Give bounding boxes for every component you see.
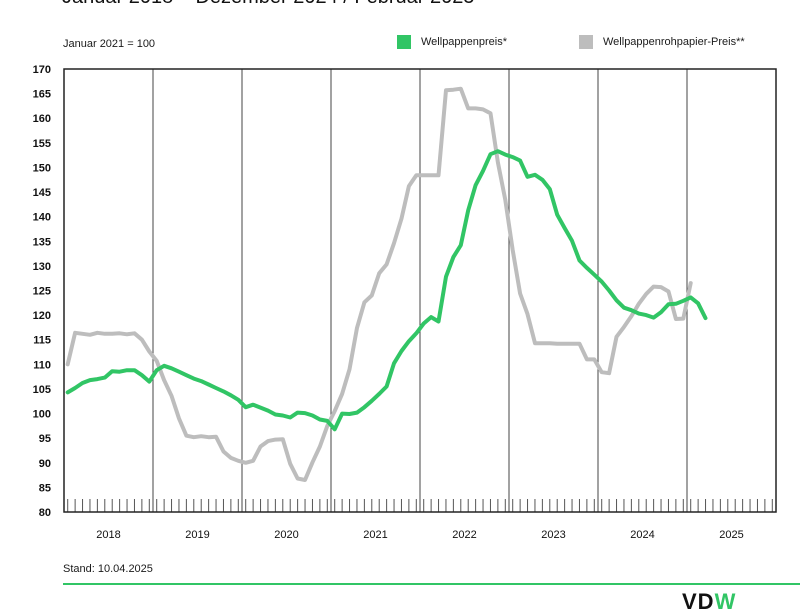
- chart-title: Januar 2018 – Dezember 2024 / Februar 20…: [62, 0, 475, 9]
- y-tick-label: 100: [33, 409, 51, 421]
- y-tick-label: 170: [33, 64, 51, 76]
- y-tick-label: 135: [33, 236, 51, 248]
- y-tick-label: 125: [33, 286, 51, 298]
- y-tick-label: 130: [33, 261, 51, 273]
- y-tick-label: 155: [33, 138, 51, 150]
- y-tick-label: 165: [33, 89, 51, 101]
- y-tick-label: 145: [33, 187, 51, 199]
- x-tick-label: 2021: [363, 529, 387, 541]
- x-tick-label: 2023: [541, 529, 565, 541]
- index-base-note: Januar 2021 = 100: [63, 38, 156, 50]
- footer-divider: [63, 583, 800, 585]
- y-tick-label: 105: [33, 384, 51, 396]
- legend-label: Wellpappenpreis*: [421, 36, 508, 48]
- x-tick-label: 2025: [719, 529, 743, 541]
- plot-frame: [63, 68, 777, 513]
- series-line-rohpapier-preis: [65, 86, 693, 482]
- x-tick-label: 2022: [452, 529, 476, 541]
- legend-label: Wellpappenrohpapier-Preis**: [603, 36, 745, 48]
- series-line-wellpappenpreis: [65, 149, 708, 432]
- y-tick-label: 160: [33, 113, 51, 125]
- vdw-logo: VDW: [682, 589, 737, 614]
- x-tick-label: 2024: [630, 529, 654, 541]
- y-tick-label: 120: [33, 310, 51, 322]
- y-tick-label: 110: [33, 359, 51, 371]
- legend-swatch-gray: [579, 35, 593, 49]
- y-tick-label: 85: [39, 482, 51, 494]
- legend-item-rohpapier-preis: Wellpappenrohpapier-Preis**: [579, 35, 745, 49]
- x-tick-label: 2018: [96, 529, 120, 541]
- y-tick-label: 80: [39, 507, 51, 519]
- stand-date: Stand: 10.04.2025: [63, 563, 153, 575]
- x-tick-label: 2019: [185, 529, 209, 541]
- legend-item-wellpappenpreis: Wellpappenpreis*: [397, 35, 507, 49]
- legend-swatch-green: [397, 35, 411, 49]
- y-tick-label: 140: [33, 212, 51, 224]
- line-chart: 80 85 90 95 100 105 110 115 120 125 130 135 140 145 15…: [33, 64, 777, 541]
- y-tick-label: 90: [39, 458, 51, 470]
- x-tick-label: 2020: [274, 529, 298, 541]
- y-tick-label: 115: [33, 335, 51, 347]
- y-tick-label: 150: [33, 162, 51, 174]
- y-tick-label: 95: [39, 433, 51, 445]
